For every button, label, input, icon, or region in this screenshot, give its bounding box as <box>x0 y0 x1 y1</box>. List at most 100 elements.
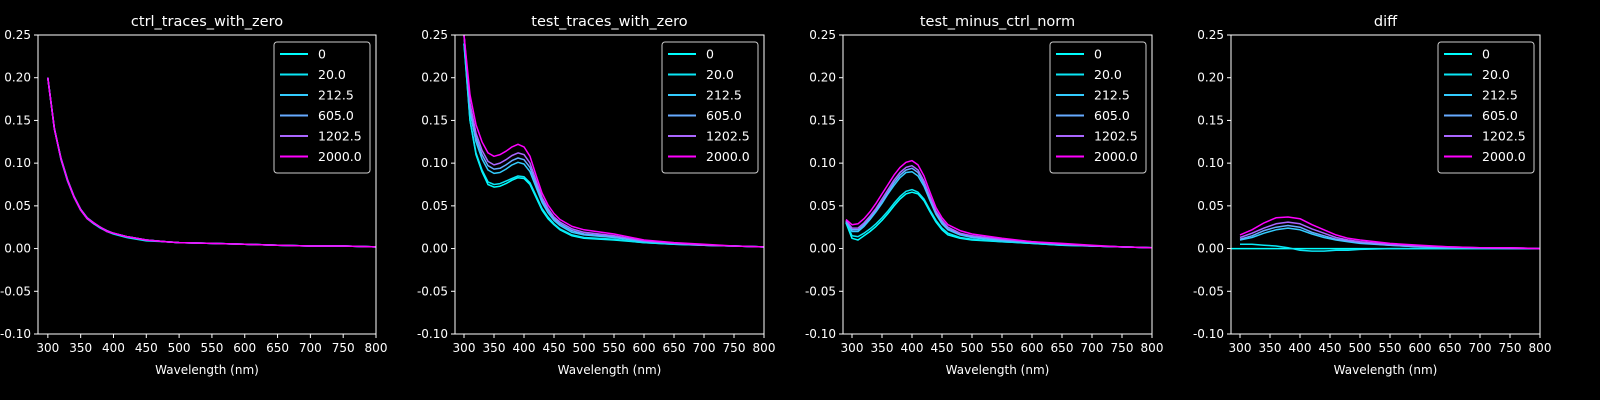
x-tick-label: 400 <box>102 341 125 355</box>
x-tick-label: 350 <box>69 341 92 355</box>
y-tick-label: 0.05 <box>1197 199 1224 213</box>
x-tick-label: 600 <box>633 341 656 355</box>
x-tick-label: 650 <box>1439 341 1462 355</box>
y-tick-label: -0.10 <box>805 327 836 341</box>
x-tick-label: 800 <box>1529 341 1552 355</box>
legend-label: 2000.0 <box>1094 149 1138 164</box>
chart-title: test_minus_ctrl_norm <box>920 14 1075 30</box>
legend: 0 20.0 212.5 605.0 1202.5 2000.0 <box>1049 41 1147 174</box>
series-line-605-0 <box>845 167 1152 249</box>
x-tick-label: 450 <box>543 341 566 355</box>
y-tick-label: 0.10 <box>421 156 448 170</box>
legend: 0 20.0 212.5 605.0 1202.5 2000.0 <box>1437 41 1535 174</box>
y-tick-label: 0.10 <box>1197 156 1224 170</box>
series-line-1202-5 <box>463 35 764 248</box>
x-tick-label: 700 <box>1081 341 1104 355</box>
y-tick-label: 0.15 <box>421 113 448 127</box>
x-tick-label: 750 <box>1499 341 1522 355</box>
axes-frame <box>842 34 1153 335</box>
legend-label: 605.0 <box>1094 108 1130 123</box>
chart-panel-2: 300 350 400 450 500 550 600 650 700 750 800 -0.10 -0… <box>417 14 776 377</box>
legend-label: 212.5 <box>1482 88 1518 103</box>
legend-label: 20.0 <box>1482 67 1510 82</box>
x-tick-label: 300 <box>841 341 864 355</box>
legend-label: 605.0 <box>318 108 354 123</box>
y-tick-label: 0.25 <box>421 28 448 42</box>
chart-title: ctrl_traces_with_zero <box>131 14 283 30</box>
y-tick-label: 0.15 <box>809 113 836 127</box>
series-line-2000-0 <box>463 35 764 248</box>
y-tick-label: 0.15 <box>1197 113 1224 127</box>
legend-label: 20.0 <box>1094 67 1122 82</box>
x-tick-label: 700 <box>693 341 716 355</box>
x-tick-label: 800 <box>1141 341 1164 355</box>
y-tick-label: -0.10 <box>0 327 31 341</box>
legend-label: 605.0 <box>1482 108 1518 123</box>
x-tick-label: 300 <box>453 341 476 355</box>
x-tick-label: 700 <box>1469 341 1492 355</box>
y-tick-label: -0.05 <box>805 284 836 298</box>
y-tick-label: 0.00 <box>809 242 836 256</box>
x-tick-label: 500 <box>168 341 191 355</box>
x-tick-label: 450 <box>931 341 954 355</box>
x-tick-label: 450 <box>1319 341 1342 355</box>
x-tick-label: 500 <box>573 341 596 355</box>
x-tick-label: 600 <box>1021 341 1044 355</box>
series-line-20-0 <box>1240 243 1540 252</box>
chart-panel-4: 300 350 400 450 500 550 600 650 700 750 800 -0.10 -0… <box>1193 14 1552 377</box>
x-tick-label: 400 <box>513 341 536 355</box>
x-tick-label: 700 <box>299 341 322 355</box>
y-tick-label: 0.15 <box>4 113 31 127</box>
y-tick-label: 0.05 <box>421 199 448 213</box>
x-tick-label: 650 <box>266 341 289 355</box>
legend-label: 0 <box>706 47 714 62</box>
legend-label: 2000.0 <box>706 149 750 164</box>
x-axis-label: Wavelength (nm) <box>1334 363 1438 377</box>
y-tick-label: 0.20 <box>421 71 448 85</box>
series-group <box>463 35 764 248</box>
legend-label: 1202.5 <box>1094 129 1138 144</box>
legend-label: 1202.5 <box>318 129 362 144</box>
legend-label: 1202.5 <box>706 129 750 144</box>
y-tick-label: 0.25 <box>4 28 31 42</box>
series-group <box>47 77 376 248</box>
legend: 0 20.0 212.5 605.0 1202.5 2000.0 <box>273 41 371 174</box>
x-axis-label: Wavelength (nm) <box>946 363 1050 377</box>
chart-title: diff <box>1374 14 1398 30</box>
x-tick-label: 800 <box>753 341 776 355</box>
y-tick-label: 0.00 <box>1197 242 1224 256</box>
chart-title: test_traces_with_zero <box>531 14 688 30</box>
x-tick-label: 750 <box>332 341 355 355</box>
legend-label: 2000.0 <box>1482 149 1526 164</box>
axes-frame <box>1230 34 1541 335</box>
x-axis-label: Wavelength (nm) <box>155 363 259 377</box>
x-tick-label: 750 <box>723 341 746 355</box>
x-tick-label: 550 <box>603 341 626 355</box>
series-line-20-0 <box>463 43 764 248</box>
y-tick-label: -0.05 <box>417 284 448 298</box>
legend-label: 212.5 <box>1094 88 1130 103</box>
x-tick-label: 650 <box>663 341 686 355</box>
y-tick-label: 0.20 <box>1197 71 1224 85</box>
y-tick-label: 0.00 <box>421 242 448 256</box>
legend-label: 0 <box>318 47 326 62</box>
y-tick-label: 0.25 <box>809 28 836 42</box>
series-line-2000-0 <box>47 77 376 248</box>
y-tick-label: 0.25 <box>1197 28 1224 42</box>
axes-frame <box>454 34 765 335</box>
y-tick-label: 0.20 <box>809 71 836 85</box>
chart-panel-3: 300 350 400 450 500 550 600 650 700 750 800 -0.10 -0… <box>805 14 1164 377</box>
x-tick-label: 650 <box>1051 341 1074 355</box>
y-tick-label: 0.05 <box>809 199 836 213</box>
x-tick-label: 400 <box>901 341 924 355</box>
series-group <box>845 159 1152 249</box>
legend-label: 605.0 <box>706 108 742 123</box>
x-tick-label: 350 <box>1259 341 1282 355</box>
y-tick-label: 0.20 <box>4 71 31 85</box>
x-tick-label: 500 <box>1349 341 1372 355</box>
x-tick-label: 550 <box>1379 341 1402 355</box>
x-tick-label: 550 <box>991 341 1014 355</box>
x-axis-label: Wavelength (nm) <box>558 363 662 377</box>
series-group <box>1231 216 1540 252</box>
